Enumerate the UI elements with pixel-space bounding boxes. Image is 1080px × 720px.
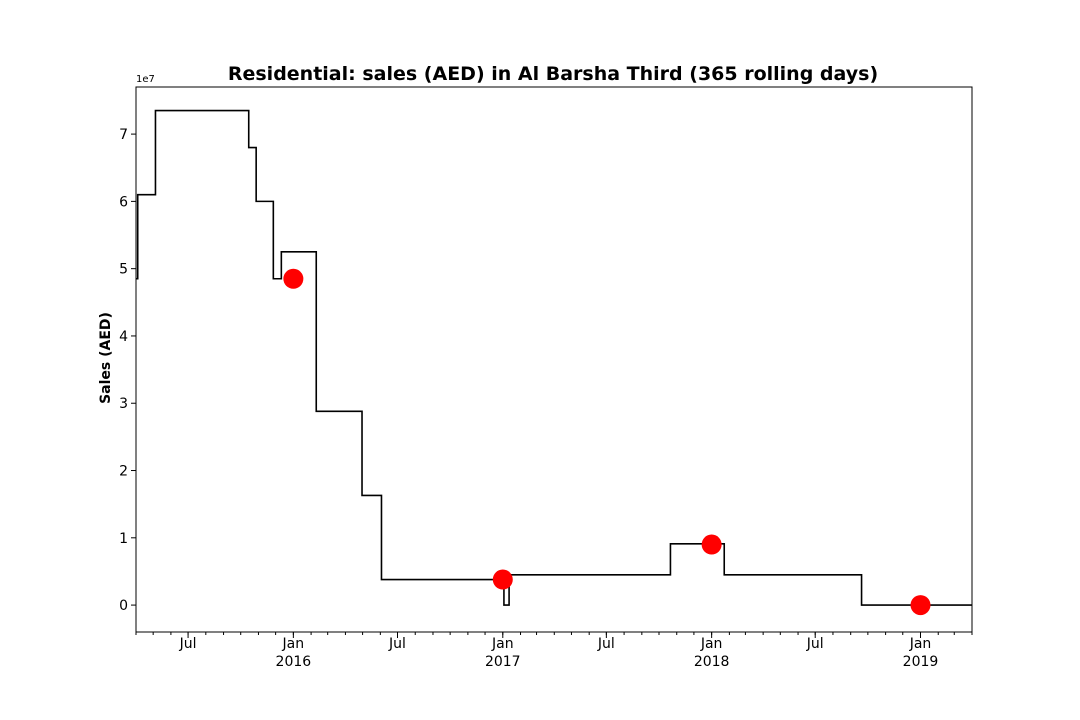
chart-title: Residential: sales (AED) in Al Barsha Th… (228, 63, 878, 85)
x-tick-year-5: 2018 (694, 654, 730, 670)
x-tick-label-0: Jul (179, 636, 197, 652)
x-axis: Jul Jan 2016 Jul Jan 2017 Jul Jan 2018 Jul Jan 2019 (135, 632, 973, 670)
y-offset-label: 1e7 (136, 74, 155, 85)
series-line-0 (136, 109, 972, 606)
y-axis-label: Sales (AED) (98, 312, 114, 404)
y-axis: 0 1 2 3 4 5 6 7 (119, 127, 136, 614)
y-tick-label-7: 7 (119, 127, 128, 143)
plot-frame (135, 86, 973, 633)
y-tick-label-4: 4 (119, 329, 128, 345)
y-tick-label-1: 1 (119, 531, 128, 547)
x-tick-label-5: Jan (700, 636, 723, 652)
y-tick-label-0: 0 (119, 598, 128, 614)
x-tick-year-1: 2016 (276, 654, 312, 670)
x-tick-year-3: 2017 (485, 654, 521, 670)
x-tick-label-3: Jan (491, 636, 514, 652)
x-tick-label-6: Jul (806, 636, 824, 652)
marker-point-2 (701, 534, 722, 555)
marker-point-1 (492, 569, 513, 590)
marker-point-0 (283, 268, 304, 289)
y-tick-label-6: 6 (119, 194, 128, 210)
marker-point-3 (910, 595, 931, 616)
y-tick-label-3: 3 (119, 396, 128, 412)
y-tick-label-5: 5 (119, 262, 128, 278)
x-tick-label-1: Jan (282, 636, 305, 652)
x-tick-year-7: 2019 (903, 654, 939, 670)
plot-area (136, 109, 972, 616)
x-tick-label-7: Jan (909, 636, 932, 652)
x-tick-label-2: Jul (388, 636, 406, 652)
x-tick-label-4: Jul (597, 636, 615, 652)
y-tick-label-2: 2 (119, 464, 128, 480)
